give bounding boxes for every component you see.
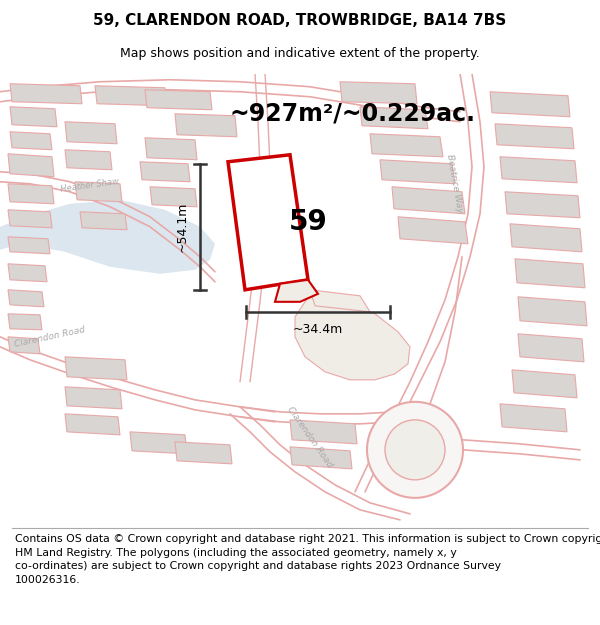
Polygon shape	[505, 192, 580, 218]
Polygon shape	[398, 217, 468, 244]
Polygon shape	[8, 210, 52, 227]
Text: Clarendon Road: Clarendon Road	[14, 325, 86, 349]
Polygon shape	[495, 124, 574, 149]
Polygon shape	[8, 337, 40, 354]
Polygon shape	[65, 414, 120, 435]
Polygon shape	[8, 264, 47, 282]
Text: Heather Shaw: Heather Shaw	[60, 177, 120, 194]
Text: Map shows position and indicative extent of the property.: Map shows position and indicative extent…	[120, 47, 480, 59]
Polygon shape	[512, 370, 577, 398]
Polygon shape	[392, 187, 465, 214]
Polygon shape	[510, 224, 582, 252]
Text: Clarendon Road: Clarendon Road	[286, 404, 334, 469]
Text: ~34.4m: ~34.4m	[293, 323, 343, 336]
Polygon shape	[65, 357, 127, 380]
Polygon shape	[80, 212, 127, 230]
Polygon shape	[65, 122, 117, 144]
Text: ~54.1m: ~54.1m	[176, 202, 188, 252]
Polygon shape	[228, 155, 308, 290]
Polygon shape	[10, 84, 82, 104]
Polygon shape	[290, 420, 357, 444]
Polygon shape	[0, 200, 215, 274]
Text: 59, CLARENDON ROAD, TROWBRIDGE, BA14 7BS: 59, CLARENDON ROAD, TROWBRIDGE, BA14 7BS	[94, 13, 506, 28]
Polygon shape	[65, 150, 112, 170]
Polygon shape	[310, 290, 370, 312]
Polygon shape	[340, 82, 417, 104]
Polygon shape	[370, 134, 443, 157]
Polygon shape	[10, 132, 52, 150]
Text: 59: 59	[289, 208, 328, 236]
Polygon shape	[140, 162, 190, 182]
Circle shape	[367, 402, 463, 498]
Polygon shape	[8, 290, 44, 307]
Polygon shape	[95, 86, 167, 106]
Polygon shape	[500, 404, 567, 432]
Polygon shape	[8, 154, 54, 177]
Polygon shape	[130, 432, 187, 454]
Polygon shape	[75, 182, 122, 202]
Polygon shape	[515, 259, 585, 288]
Circle shape	[385, 420, 445, 480]
Polygon shape	[290, 447, 352, 469]
Polygon shape	[360, 107, 428, 129]
Polygon shape	[8, 184, 54, 204]
Polygon shape	[8, 314, 42, 330]
Polygon shape	[518, 334, 584, 362]
Polygon shape	[380, 160, 455, 184]
Text: ~927m²/~0.229ac.: ~927m²/~0.229ac.	[230, 102, 476, 126]
Polygon shape	[275, 280, 318, 302]
Text: Beatrice Way: Beatrice Way	[445, 154, 464, 214]
Polygon shape	[500, 157, 577, 182]
Polygon shape	[175, 114, 237, 137]
Polygon shape	[145, 138, 197, 160]
Polygon shape	[145, 90, 212, 110]
Polygon shape	[8, 237, 50, 254]
Polygon shape	[150, 187, 197, 207]
Text: Contains OS data © Crown copyright and database right 2021. This information is : Contains OS data © Crown copyright and d…	[15, 534, 600, 585]
Polygon shape	[518, 297, 587, 326]
Polygon shape	[490, 92, 570, 117]
Polygon shape	[175, 442, 232, 464]
Polygon shape	[65, 387, 122, 409]
Polygon shape	[295, 294, 410, 380]
Polygon shape	[10, 107, 57, 127]
